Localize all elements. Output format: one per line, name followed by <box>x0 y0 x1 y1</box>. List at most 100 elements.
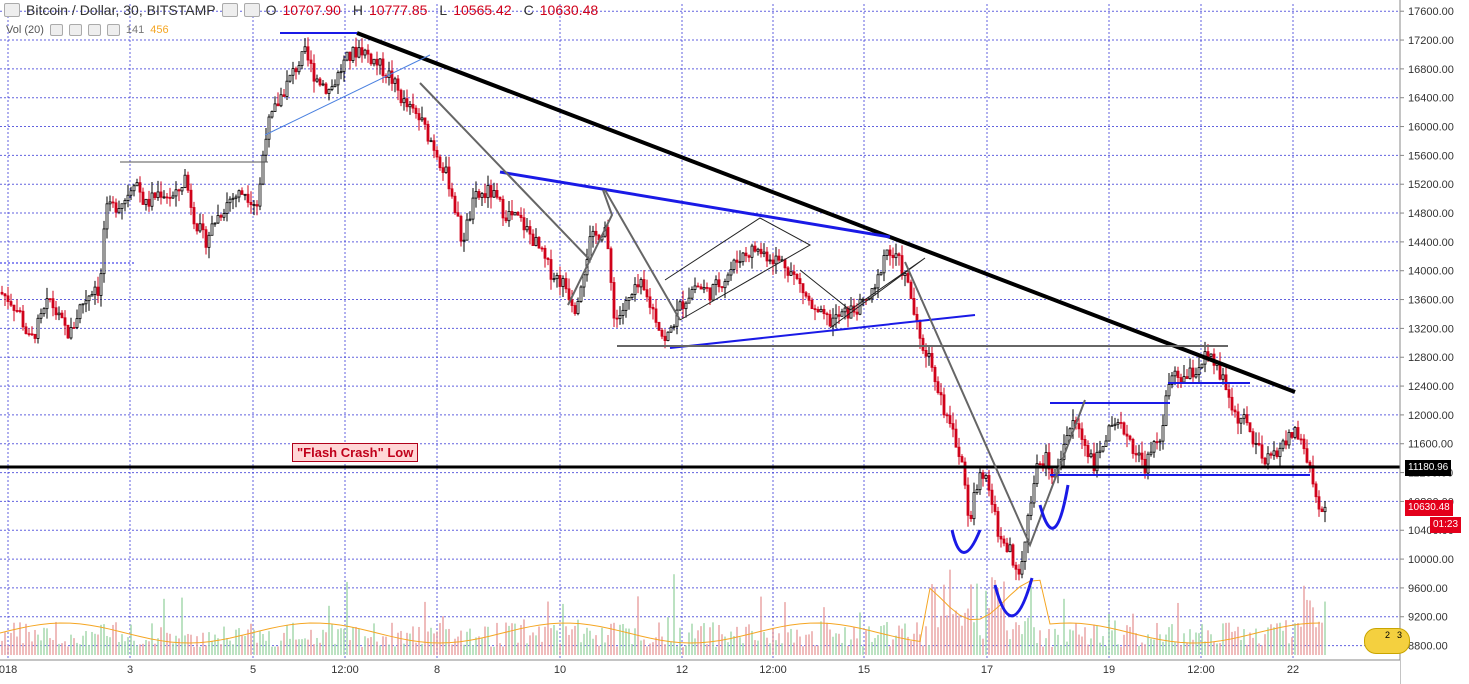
volume-bar <box>244 635 246 655</box>
y-tick-label: 12000.00 <box>1408 410 1454 422</box>
more-icon[interactable] <box>106 24 120 36</box>
volume-bar <box>1093 624 1095 655</box>
volume-bar <box>346 581 348 655</box>
volume-bar <box>250 623 252 655</box>
volume-bar <box>193 646 195 655</box>
candle-body <box>783 259 787 269</box>
badge-count-left: 2 <box>1385 630 1391 640</box>
candle-body <box>711 284 715 301</box>
hide-icon[interactable] <box>243 3 260 17</box>
volume-bar <box>1324 601 1326 655</box>
volume-bar <box>1003 581 1005 655</box>
volume-bar <box>130 624 132 655</box>
volume-bar <box>373 623 375 655</box>
x-tick-label: 12 <box>676 664 688 676</box>
volume-bar <box>1111 630 1113 655</box>
candle-body <box>666 331 670 342</box>
volume-bar <box>202 632 204 655</box>
candle-body <box>138 182 142 193</box>
close-icon[interactable] <box>87 24 101 36</box>
price-axis: 17600.00 17200.00 16800.00 16400.00 16000.00… <box>1399 0 1469 684</box>
candle-body <box>1047 452 1051 470</box>
candle-body <box>1278 447 1282 458</box>
volume-bar <box>55 621 57 655</box>
candle-body <box>1101 445 1105 452</box>
volume-bar <box>1291 637 1293 655</box>
volume-bar <box>628 628 630 655</box>
volume-bar <box>4 632 6 655</box>
volume-bar <box>1012 629 1014 655</box>
candle-body <box>888 249 892 256</box>
volume-bar <box>1150 638 1152 655</box>
x-tick-label: 15 <box>858 664 870 676</box>
volume-bar <box>832 636 834 655</box>
volume-bar <box>556 630 558 655</box>
candle-body <box>735 259 739 263</box>
candle-body <box>498 196 502 200</box>
volume-bar <box>1171 624 1173 655</box>
x-tick-label: 5 <box>250 664 256 676</box>
volume-bar <box>115 622 117 655</box>
volume-bar <box>979 635 981 655</box>
volume-bar <box>634 628 636 655</box>
volume-bar <box>739 637 741 655</box>
volume-bar <box>715 646 717 655</box>
candle-body <box>1305 448 1309 463</box>
candle-body <box>843 307 847 313</box>
settings-icon[interactable] <box>68 24 82 36</box>
major-downtrend-line <box>356 31 1296 394</box>
candle-body <box>717 279 721 288</box>
volume-bar <box>1120 646 1122 655</box>
volume-bar <box>205 645 207 655</box>
candle-body <box>795 274 799 279</box>
volume-bar <box>910 640 912 655</box>
settings-icon[interactable] <box>221 3 238 17</box>
volume-bar <box>196 636 198 655</box>
candle-body <box>816 309 820 313</box>
candle-body <box>546 257 550 260</box>
volume-bar <box>631 644 633 655</box>
volume-bar <box>751 630 753 655</box>
candle-body <box>714 279 718 286</box>
volume-bar <box>1042 646 1044 655</box>
y-tick-label: 11600.00 <box>1408 439 1453 451</box>
candle-body <box>333 84 337 88</box>
gray-v-drop <box>904 261 1086 548</box>
candle-body <box>723 281 727 289</box>
volume-bar <box>508 625 510 655</box>
volume-bar <box>1297 623 1299 655</box>
flag-badge[interactable]: 2 3 <box>1364 628 1410 654</box>
candle-body <box>231 197 235 200</box>
candle-body <box>999 535 1003 540</box>
volume-bar <box>190 634 192 655</box>
flash-crash-label[interactable]: "Flash Crash" Low <box>292 443 419 462</box>
volume-bar <box>448 628 450 655</box>
volume-bar <box>745 626 747 655</box>
volume-bar <box>271 646 273 655</box>
badge-count-right: 3 <box>1397 630 1403 640</box>
candle-body <box>813 308 817 311</box>
volume-bar <box>388 644 390 655</box>
high-value: 10777.85 <box>369 2 428 18</box>
volume-bar <box>931 584 933 655</box>
eye-icon[interactable] <box>49 24 63 36</box>
candle-body <box>951 423 955 430</box>
volume-bar <box>70 634 72 655</box>
volume-bar <box>10 632 12 655</box>
candle-body <box>354 46 358 58</box>
candle-body <box>399 89 403 104</box>
head-shoulder-arc-1 <box>950 529 982 554</box>
candle-body <box>369 53 373 65</box>
candle-body <box>180 187 184 192</box>
candle-body <box>345 51 349 61</box>
volume-bar <box>691 623 693 655</box>
collapse-icon[interactable] <box>4 3 20 17</box>
candle-body <box>366 49 370 55</box>
candle-body <box>57 312 61 316</box>
volume-bar <box>313 644 315 655</box>
volume-bar <box>1048 629 1050 655</box>
candle-body <box>747 255 751 258</box>
volume-bar <box>1306 599 1308 655</box>
candle-body <box>240 190 244 195</box>
